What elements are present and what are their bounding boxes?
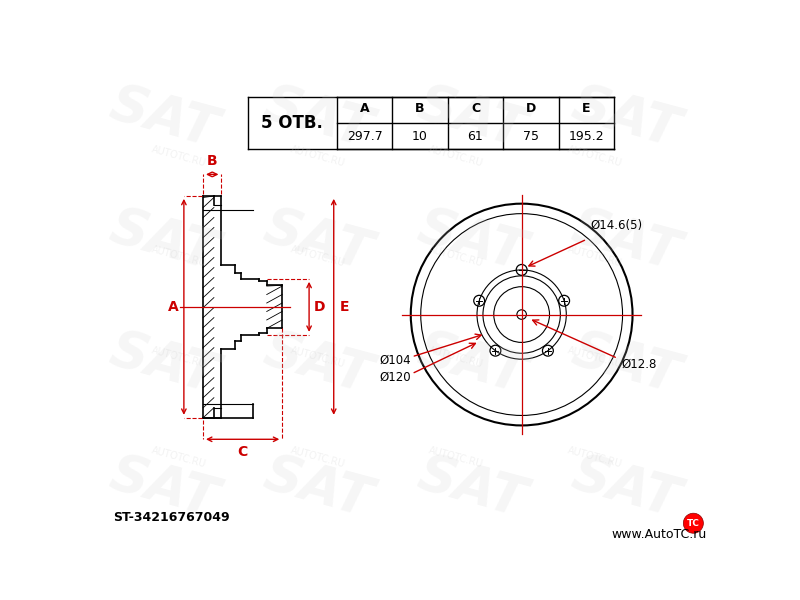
Text: AUTOTC.RU: AUTOTC.RU — [428, 445, 485, 469]
Text: AUTOTC.RU: AUTOTC.RU — [150, 345, 207, 369]
Text: SAT: SAT — [104, 448, 223, 527]
Text: AUTOTC.RU: AUTOTC.RU — [566, 445, 623, 469]
Text: D: D — [314, 300, 326, 314]
Text: SAT: SAT — [412, 448, 531, 527]
Text: Ø104: Ø104 — [379, 354, 411, 367]
Text: AUTOTC.RU: AUTOTC.RU — [428, 345, 485, 369]
Text: B: B — [415, 102, 425, 115]
Text: SAT: SAT — [412, 325, 531, 404]
Text: B: B — [207, 154, 218, 167]
Text: SAT: SAT — [258, 325, 378, 404]
Text: AUTOTC.RU: AUTOTC.RU — [289, 345, 346, 369]
Text: AUTOTC.RU: AUTOTC.RU — [289, 145, 346, 169]
Text: www.AutoTC.ru: www.AutoTC.ru — [611, 528, 706, 541]
Circle shape — [683, 513, 703, 533]
Text: SAT: SAT — [104, 202, 223, 281]
Text: SAT: SAT — [104, 325, 223, 404]
Text: AUTOTC.RU: AUTOTC.RU — [150, 245, 207, 269]
Text: AUTOTC.RU: AUTOTC.RU — [150, 145, 207, 169]
Text: AUTOTC.RU: AUTOTC.RU — [289, 245, 346, 269]
Text: C: C — [238, 445, 248, 458]
Text: E: E — [340, 300, 350, 314]
Text: A: A — [360, 102, 370, 115]
Text: SAT: SAT — [566, 79, 686, 158]
Text: 10: 10 — [412, 130, 428, 143]
Text: AUTOTC.RU: AUTOTC.RU — [428, 145, 485, 169]
Text: SAT: SAT — [412, 202, 531, 281]
Text: SAT: SAT — [258, 202, 378, 281]
Text: E: E — [582, 102, 590, 115]
Text: AUTOTC.RU: AUTOTC.RU — [566, 345, 623, 369]
Text: SAT: SAT — [566, 202, 686, 281]
Text: Ø12.8: Ø12.8 — [622, 358, 657, 371]
Text: SAT: SAT — [566, 448, 686, 527]
Text: 5 ОТВ.: 5 ОТВ. — [262, 114, 323, 132]
Text: 195.2: 195.2 — [569, 130, 604, 143]
Text: AUTOTC.RU: AUTOTC.RU — [566, 245, 623, 269]
Text: Ø120: Ø120 — [379, 371, 411, 384]
Text: 75: 75 — [523, 130, 539, 143]
Text: AUTOTC.RU: AUTOTC.RU — [566, 145, 623, 169]
Text: AUTOTC.RU: AUTOTC.RU — [428, 245, 485, 269]
Text: 61: 61 — [467, 130, 483, 143]
Text: 297.7: 297.7 — [346, 130, 382, 143]
Text: Ø14.6(5): Ø14.6(5) — [591, 219, 643, 232]
Text: A: A — [168, 300, 178, 314]
Text: C: C — [471, 102, 480, 115]
Text: SAT: SAT — [566, 325, 686, 404]
Text: AUTOTC.RU: AUTOTC.RU — [289, 445, 346, 469]
Text: AUTOTC.RU: AUTOTC.RU — [150, 445, 207, 469]
Text: TC: TC — [687, 519, 700, 528]
Text: D: D — [526, 102, 536, 115]
Text: SAT: SAT — [412, 79, 531, 158]
Text: SAT: SAT — [258, 79, 378, 158]
Text: SAT: SAT — [258, 448, 378, 527]
Text: ST-34216767049: ST-34216767049 — [114, 511, 230, 524]
Text: SAT: SAT — [104, 79, 223, 158]
